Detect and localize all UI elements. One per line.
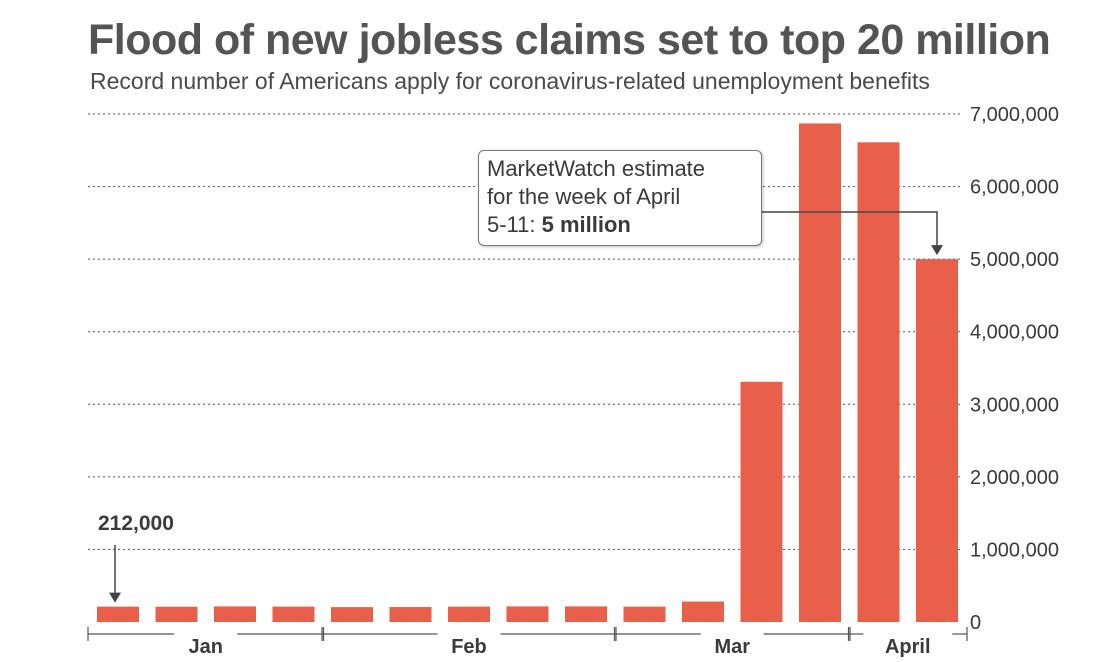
y-tick-label: 6,000,000 [970, 177, 1059, 199]
y-tick-label: 5,000,000 [970, 249, 1059, 271]
chart-subtitle: Record number of Americans apply for cor… [90, 68, 930, 94]
bar [389, 607, 432, 622]
bar [272, 606, 315, 622]
bar [214, 606, 256, 622]
bar [740, 381, 783, 622]
annotation-connector [762, 211, 938, 246]
annotation-line-2: for the week of April [487, 184, 681, 209]
y-tick-label: 4,000,000 [970, 322, 1059, 344]
chart-title: Flood of new jobless claims set to top 2… [88, 16, 1051, 64]
annotation-line-3: 5-11: 5 million [487, 211, 753, 239]
y-tick-label: 1,000,000 [970, 539, 1059, 561]
bar [97, 606, 139, 622]
y-tick-label: 0 [970, 612, 981, 634]
bars [97, 123, 958, 622]
month-label: April [885, 636, 931, 658]
bar [448, 606, 490, 622]
x-axis-month-groups: Jan Feb Mar April [87, 627, 968, 658]
bar [331, 607, 373, 622]
bar [916, 259, 958, 622]
month-label: Mar [714, 636, 750, 658]
annotation-line-1: MarketWatch estimate [487, 156, 706, 181]
estimate-annotation-box: MarketWatch estimate for the week of Apr… [478, 150, 762, 246]
bar [682, 601, 724, 622]
y-tick-label: 2,000,000 [970, 467, 1059, 489]
y-tick-label: 7,000,000 [970, 104, 1059, 126]
callouts: 212,000 [98, 211, 943, 603]
bar [623, 606, 666, 622]
y-axis-tick-labels: 0 1,000,000 2,000,000 3,000,000 4,000,000 5,0… [970, 104, 1059, 634]
annotation-line-3-prefix: 5-11: [487, 212, 542, 237]
bar [565, 606, 607, 622]
bar [155, 606, 198, 622]
month-label: Jan [189, 636, 223, 658]
month-label: Feb [451, 636, 487, 658]
callout-arrow-head [109, 592, 121, 603]
annotation-arrow-head [931, 245, 943, 256]
bar [506, 606, 549, 622]
y-tick-label: 3,000,000 [970, 394, 1059, 416]
annotation-line-3-value: 5 million [541, 212, 631, 237]
callout-label: 212,000 [98, 512, 174, 535]
bar [857, 142, 900, 622]
bar [799, 123, 841, 622]
